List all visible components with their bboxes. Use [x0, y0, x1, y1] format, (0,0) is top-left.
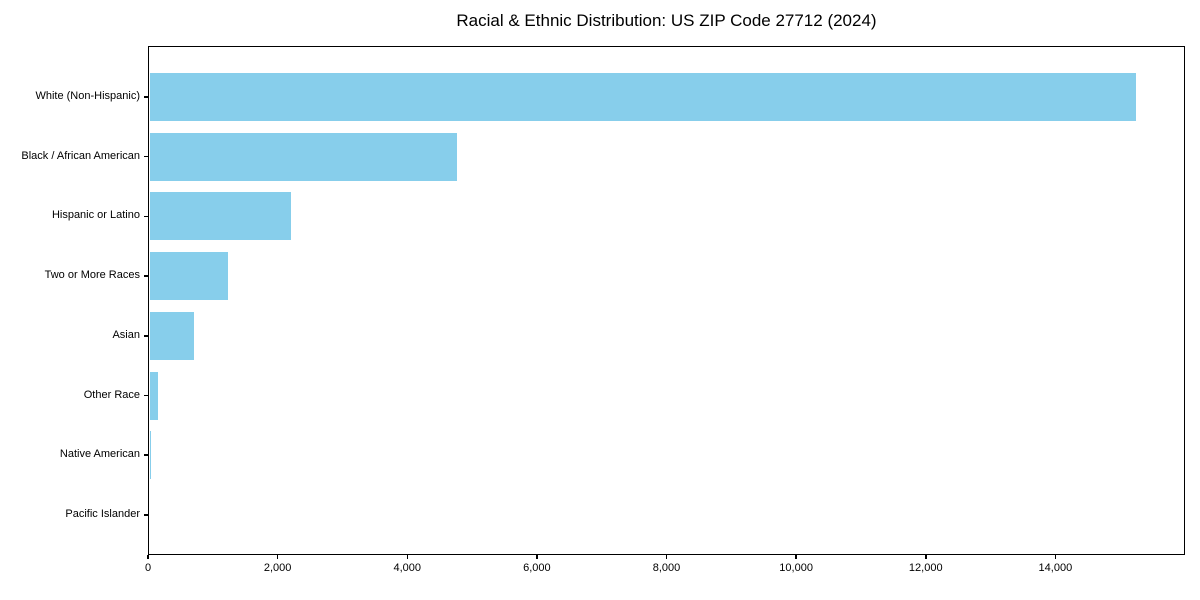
x-axis-tick-label: 4,000 [393, 562, 422, 574]
plot-area [148, 46, 1185, 555]
y-axis-tick [144, 514, 148, 516]
x-axis-tick [536, 555, 538, 559]
y-axis-category-label: Pacific Islander [65, 507, 140, 520]
y-axis-tick [144, 335, 148, 337]
y-axis-category-label: Black / African American [21, 149, 140, 162]
x-axis-tick-label: 2,000 [263, 562, 292, 574]
bar-other-race [149, 371, 158, 420]
x-axis-tick [406, 555, 408, 559]
y-axis-category-label: Native American [59, 448, 140, 461]
y-axis-tick [144, 155, 148, 158]
x-axis-tick [1054, 555, 1057, 559]
y-axis-tick [144, 96, 148, 98]
bar-native-american [149, 431, 151, 480]
y-axis-category-label: Asian [112, 328, 140, 341]
x-axis-tick [795, 555, 797, 559]
y-axis-category-label: White (Non-Hispanic) [35, 90, 140, 102]
chart-title: Racial & Ethnic Distribution: US ZIP Cod… [456, 11, 877, 30]
bar-two-or-more-races [149, 252, 229, 301]
x-axis-tick [276, 555, 279, 559]
y-axis-category-label: Two or More Races [44, 269, 140, 282]
bar-hispanic-or-latino [149, 192, 291, 241]
x-axis-tick-label: 14,000 [1038, 562, 1073, 574]
x-axis-tick-label: 12,000 [908, 562, 943, 574]
x-axis-tick [147, 555, 149, 559]
y-axis-tick [144, 394, 148, 397]
y-axis-tick [144, 275, 148, 277]
x-axis-tick-label: 0 [144, 562, 152, 574]
y-axis-category-label: Other Race [83, 388, 140, 401]
y-axis-tick [144, 454, 148, 456]
y-axis-tick [144, 215, 148, 218]
bar-asian [149, 311, 195, 360]
bar-black-african-american [149, 132, 457, 181]
x-axis-tick-label: 10,000 [779, 562, 813, 574]
y-axis-category-label: Hispanic or Latino [51, 209, 140, 222]
bar-white-non-hispanic [149, 73, 1137, 121]
x-axis-tick [925, 555, 927, 559]
x-axis-tick [665, 555, 668, 559]
x-axis-tick-label: 6,000 [523, 562, 551, 574]
x-axis-tick-label: 8,000 [652, 562, 681, 574]
